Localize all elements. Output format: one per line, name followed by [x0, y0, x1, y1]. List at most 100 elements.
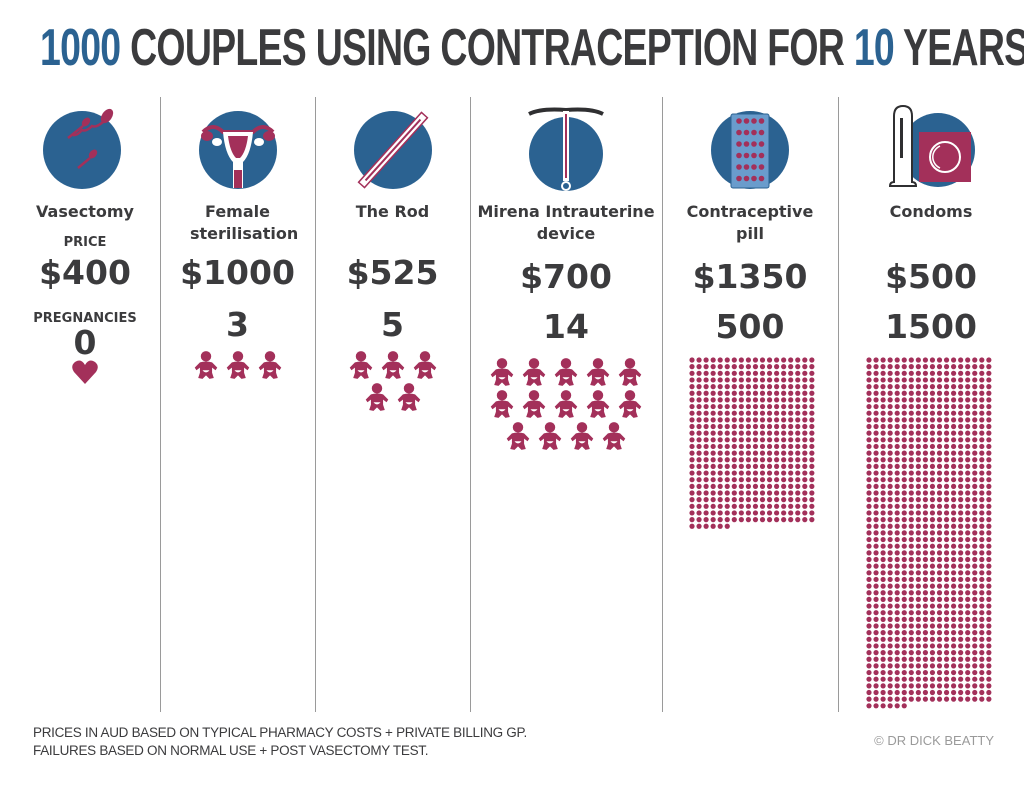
pregnancy-dot — [766, 497, 773, 503]
pregnancy-dot — [809, 497, 815, 503]
pregnancy-dot — [724, 490, 730, 496]
pregnancy-dot — [929, 576, 936, 583]
pregnancy-dot — [929, 656, 936, 662]
method-price: $400 — [39, 253, 131, 292]
pregnancy-dot — [738, 417, 744, 423]
pregnancy-dot — [696, 523, 702, 529]
pregnancy-dot — [781, 510, 787, 516]
pregnancy-dot — [901, 370, 907, 376]
method-name: The Rod — [355, 202, 430, 221]
pregnancy-dot — [922, 536, 929, 543]
pregnancy-dot — [915, 510, 921, 516]
pregnancy-dot — [880, 364, 886, 370]
pregnancy-dot — [936, 643, 943, 649]
pregnancy-dot — [717, 417, 723, 423]
pregnancy-dot — [986, 477, 992, 483]
pregnancy-dot — [866, 610, 872, 616]
pregnancy-dot — [972, 689, 978, 696]
pregnancy-dot — [759, 410, 766, 416]
pregnancy-dot — [922, 370, 929, 376]
pregnancy-dot — [922, 550, 929, 556]
pregnancy-dot — [929, 570, 936, 576]
pregnancy-dot — [887, 663, 893, 669]
pregnancy-dot — [873, 370, 879, 376]
pregnancy-dot — [958, 563, 964, 569]
pregnancy-dot — [866, 669, 872, 676]
pregnancy-dot — [774, 423, 780, 430]
pill-dot — [736, 152, 742, 159]
pregnancy-dot — [965, 530, 971, 536]
pregnancy-dot — [724, 463, 730, 469]
pregnancy-dot — [929, 437, 936, 443]
pregnancy-dot — [951, 370, 957, 376]
pregnancy-dot — [880, 463, 886, 469]
pregnancy-dot — [873, 576, 879, 583]
pregnancy-dot — [929, 583, 936, 589]
page-title: 1000 COUPLES USING CONTRACEPTION FOR 10 … — [40, 18, 1024, 78]
pregnancy-dot — [774, 490, 780, 496]
pregnancy-dot — [986, 443, 992, 450]
pregnancy-dot — [972, 357, 978, 363]
pregnancy-dot — [929, 370, 936, 376]
pregnancy-dot — [965, 656, 971, 662]
pregnancy-dot — [752, 503, 759, 509]
column-divider — [662, 97, 663, 712]
pregnancy-dot — [929, 470, 936, 476]
pregnancy-dot — [915, 696, 921, 702]
pregnancy-dot — [908, 397, 914, 403]
pregnancy-dot — [979, 543, 985, 549]
pregnancy-dot — [703, 357, 709, 363]
pregnancy-dot — [908, 543, 914, 549]
pregnancy-dot — [887, 403, 893, 410]
pregnancy-dot — [922, 543, 929, 549]
pregnancy-dot — [745, 377, 752, 383]
pregnancy-dot — [802, 490, 808, 496]
pregnancy-dot — [965, 676, 971, 682]
pregnancy-dot — [696, 430, 702, 436]
pregnancy-dot — [717, 357, 723, 363]
pregnancy-dot — [788, 483, 794, 489]
pregnancy-dot — [887, 576, 893, 583]
pregnancy-dot — [802, 390, 808, 396]
pregnancy-dot — [894, 523, 900, 529]
pregnancy-dot — [943, 523, 950, 529]
pregnancy-dot — [802, 357, 808, 363]
pregnancy-dot — [795, 437, 801, 443]
pregnancy-dot — [901, 397, 907, 403]
pregnancy-dot — [915, 384, 921, 390]
pregnancy-dot — [972, 543, 978, 549]
pregnancy-dot — [887, 530, 893, 536]
pregnancy-dot — [908, 377, 914, 383]
pregnancy-dot — [731, 497, 737, 503]
pregnancy-dot — [696, 450, 702, 456]
pregnancy-dot — [724, 390, 730, 396]
pregnancy-dot — [738, 390, 744, 396]
pregnancy-dot — [738, 357, 744, 363]
pregnancy-dot — [795, 384, 801, 390]
pregnancy-dot — [979, 570, 985, 576]
pregnancy-dot — [894, 377, 900, 383]
pregnancy-dot — [752, 483, 759, 489]
pregnancy-count: 1500 — [885, 307, 977, 346]
pregnancy-dot — [965, 463, 971, 469]
pregnancy-dot — [710, 377, 716, 383]
pregnancy-dot — [894, 596, 900, 603]
pregnancy-dot — [908, 490, 914, 496]
pregnancy-dot — [766, 403, 773, 410]
pregnancy-dot — [958, 583, 964, 589]
pregnancy-dot — [958, 610, 964, 616]
pill-dot — [736, 141, 742, 147]
pregnancy-dot — [943, 384, 950, 390]
pregnancy-dot — [696, 503, 702, 509]
pregnancy-dot — [894, 483, 900, 489]
pregnancy-dot — [880, 497, 886, 503]
pregnancy-dot — [880, 543, 886, 549]
pill-dot — [758, 141, 765, 147]
pregnancy-dot — [866, 556, 872, 563]
pregnancy-dot — [788, 384, 794, 390]
pregnancy-dot — [922, 497, 929, 503]
pill-dot — [758, 152, 765, 159]
pregnancy-dot — [724, 384, 730, 390]
pregnancy-dot — [901, 497, 907, 503]
pregnancies-label: PREGNANCIES — [33, 311, 137, 326]
